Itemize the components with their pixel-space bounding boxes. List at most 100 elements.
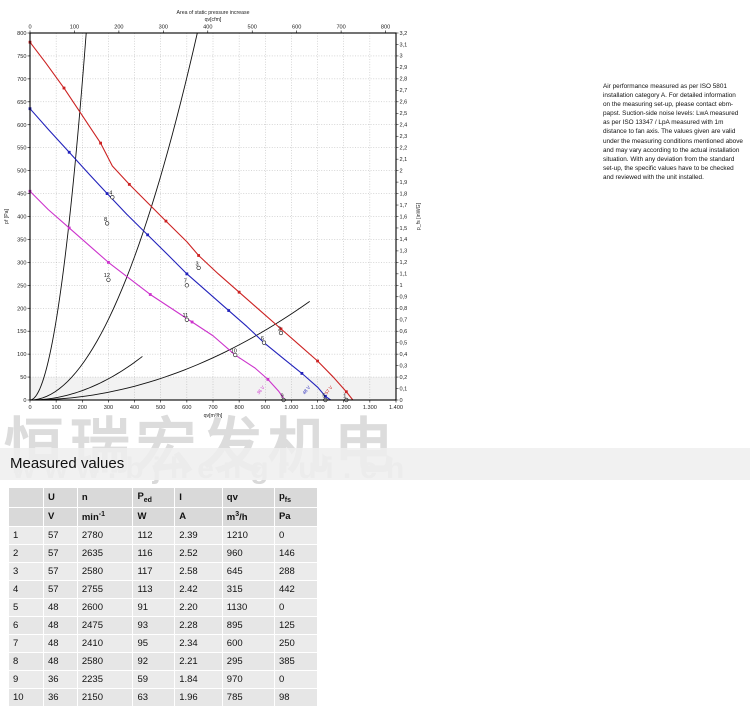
- x-axis-top: 0 100 200 300 400 500 600 700 800 qv[cfm]Area of …: [28, 10, 390, 33]
- cell-pfs: 250: [273, 634, 319, 654]
- y-tick-right-label: 2,9: [400, 65, 408, 71]
- y-tick-label: 400: [17, 215, 26, 221]
- operating-point-12: [106, 277, 111, 282]
- y-tick-right-label: 1: [400, 283, 403, 289]
- cell-n: 2410: [76, 634, 134, 654]
- cell-qv: 895: [221, 616, 275, 636]
- y-tick-label: 650: [17, 100, 26, 106]
- y-tick-right-label: 2,8: [400, 77, 408, 83]
- x-tick-label: 900: [261, 405, 270, 411]
- cell-idx: 7: [8, 634, 44, 654]
- y-tick-right-label: 1,2: [400, 260, 408, 266]
- operating-point-label-9: 9: [281, 393, 284, 399]
- cell-U: 48: [43, 634, 78, 654]
- table-row: 4 57 2755 113 2.42 315 442: [8, 580, 319, 600]
- x-tick-top-label: 200: [114, 25, 123, 31]
- y-tick-right-label: 3,2: [400, 31, 408, 37]
- cell-I: 2.58: [174, 562, 223, 582]
- cell-pfs: 125: [273, 616, 319, 636]
- series-marker: [344, 390, 348, 394]
- y-axis-right-title: p_fs [inWG]: [416, 202, 422, 230]
- cell-pfs: 0: [273, 670, 319, 690]
- operating-point-label-8: 8: [104, 217, 107, 223]
- x-tick-label: 700: [208, 405, 217, 411]
- cell-qv: 645: [221, 562, 275, 582]
- performance-note: Air performance measured as per ISO 5801…: [603, 83, 743, 181]
- x-tick-label: 600: [182, 405, 191, 411]
- operating-point-10: [233, 352, 238, 358]
- table-row: 1 57 2780 112 2.39 1210 0: [8, 526, 319, 546]
- series-marker: [197, 254, 201, 257]
- y-tick-right-label: 2,1: [400, 157, 408, 163]
- cell-pfs: 0: [273, 526, 319, 546]
- table-row: 8 48 2580 92 2.21 295 385: [8, 652, 319, 672]
- cell-n: 2150: [76, 688, 134, 707]
- cell-pfs: 442: [273, 580, 319, 600]
- table-row: 6 48 2475 93 2.28 895 125: [8, 616, 319, 636]
- y-axis-title: pf [Pa]: [4, 208, 10, 224]
- operating-point-label-5: 5: [322, 393, 325, 399]
- x-tick-label: 1.300: [363, 405, 377, 411]
- x-tick-top-label: 0: [28, 25, 31, 31]
- series-marker: [185, 272, 189, 276]
- y-tick-label: 250: [17, 283, 26, 289]
- cell-Ped: 63: [132, 688, 176, 707]
- table-col-unit-idx: [8, 506, 44, 528]
- operating-point-11: [184, 317, 189, 322]
- series-line: [29, 190, 286, 401]
- y-tick-right-label: 0,7: [400, 318, 408, 324]
- series-marker: [316, 359, 319, 363]
- operating-point-2: [278, 330, 284, 336]
- low-pressure-band: [30, 377, 396, 400]
- y-tick-right-label: 2,5: [400, 111, 408, 117]
- series-line: [29, 41, 354, 401]
- cell-idx: 1: [8, 526, 44, 546]
- operating-point-label-12: 12: [104, 273, 110, 279]
- series-marker: [324, 394, 327, 398]
- operating-point-label-7: 7: [184, 279, 187, 285]
- y-tick-right-label: 0,3: [400, 363, 408, 369]
- cell-n: 2780: [76, 526, 134, 546]
- system-curve-a: [29, 32, 87, 401]
- cell-idx: 4: [8, 580, 44, 600]
- cell-idx: 6: [8, 616, 44, 636]
- cell-Ped: 91: [132, 598, 176, 618]
- x-tick-top-label: 800: [381, 25, 390, 31]
- x-tick-top-label: 600: [292, 25, 301, 31]
- cell-Ped: 112: [132, 526, 176, 546]
- x-tick-top-label: 400: [203, 25, 212, 31]
- table-col-header-qv: qv: [221, 487, 275, 508]
- series-marker: [266, 377, 270, 381]
- series-marker: [190, 320, 194, 324]
- x-tick-label: 1.100: [311, 405, 325, 411]
- series-marker: [99, 141, 102, 145]
- system-curve-d: [29, 301, 310, 401]
- x-tick-label: 300: [104, 405, 113, 411]
- y-tick-label: 150: [17, 329, 26, 335]
- y-tick-right-label: 0: [400, 398, 403, 404]
- series-label-0: 57 V: [324, 384, 334, 395]
- x-tick-top-label: 300: [159, 25, 168, 31]
- cell-n: 2600: [76, 598, 134, 618]
- cell-Ped: 113: [132, 580, 176, 600]
- series-line: [29, 108, 331, 401]
- y-tick-right-label: 0,2: [400, 375, 408, 381]
- y-tick-label: 300: [17, 260, 26, 266]
- cell-pfs: 385: [273, 652, 319, 672]
- y-tick-right-label: 2,2: [400, 145, 408, 151]
- y-tick-label: 350: [17, 237, 26, 243]
- cell-U: 57: [43, 562, 78, 582]
- x-tick-label: 100: [51, 405, 60, 411]
- cell-qv: 970: [221, 670, 275, 690]
- y-tick-right-label: 2,7: [400, 88, 408, 94]
- x-tick-top-label: 100: [70, 25, 79, 31]
- operating-point-label-4: 4: [109, 191, 112, 197]
- cell-pfs: 288: [273, 562, 319, 582]
- cell-I: 2.39: [174, 526, 223, 546]
- operating-point-label-1: 1: [343, 393, 346, 399]
- x-axis-bottom: 0 100 200 300 400 500 600 700 800 900 1.000 1.100 1.…: [28, 400, 403, 419]
- series-marker: [105, 192, 109, 195]
- table-row: 9 36 2235 59 1.84 970 0: [8, 670, 319, 690]
